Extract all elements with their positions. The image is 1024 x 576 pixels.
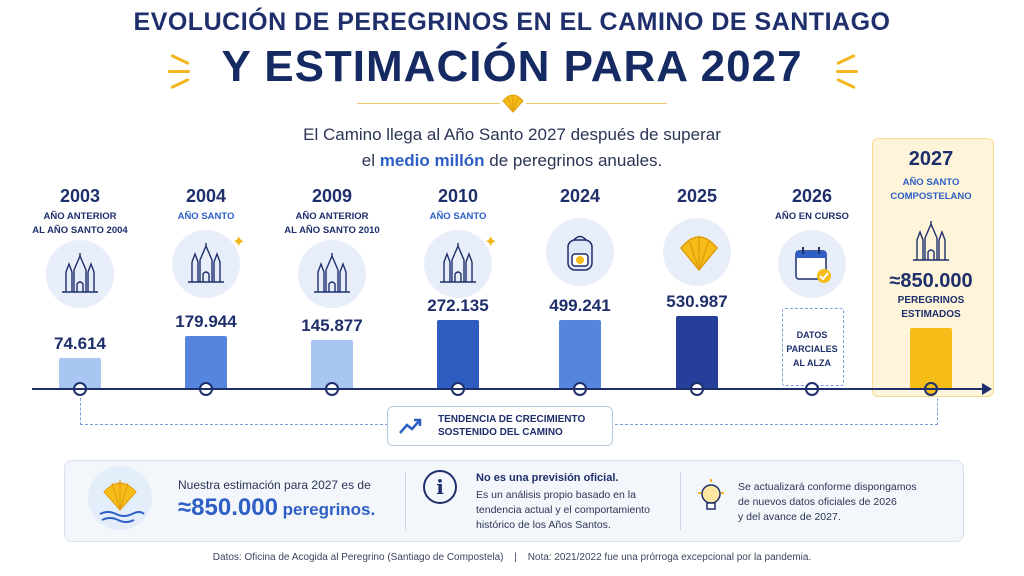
sparkle-icon: ✦ [484,234,498,251]
subtitle-line-2: el medio millón de peregrinos anuales. [361,151,663,170]
lightbulb-icon [696,478,726,523]
estimate-intro: Nuestra estimación para 2027 es de [178,478,371,492]
year-label: 2003 [59,186,101,206]
icon-circle [172,230,240,298]
trend-up-icon [399,418,422,434]
bar-2004 [185,336,227,388]
footer-note: Nota: 2021/2022 fue una prórroga excepci… [527,552,812,563]
trend-label: TENDENCIA DE CRECIMIENTO SOSTENIDO DEL C… [438,414,586,438]
icon-circle [424,230,492,298]
cathedral-icon [909,220,953,269]
bar-value-label: 74.614 [54,334,106,353]
icon-circle [897,208,965,276]
footer-source: Datos: Oficina de Acogida al Peregrino (… [212,552,504,563]
bar-value-label: 499.241 [549,296,611,315]
year-description: AÑO SANTO [429,211,487,222]
year-description: AÑO ANTERIOR AL AÑO SANTO 2010 [284,211,380,236]
divider-shell-icon [500,92,526,114]
bar-value-label: 145.877 [301,316,363,335]
timeline-arrow-icon [982,383,992,395]
title-line-1: EVOLUCIÓN DE PEREGRINOS EN EL CAMINO DE … [133,8,891,36]
sparkle-icon: ✦ [232,234,246,251]
bar-2010 [437,320,479,388]
subtitle-line-1: El Camino llega al Año Santo 2027 despué… [303,125,721,144]
year-description: AÑO EN CURSO [775,211,849,222]
year-label: 2010 [437,186,479,206]
year-label: 2025 [676,186,718,206]
bar-value-label: ≈850.000 [889,270,973,292]
year-label: 2024 [559,186,601,206]
calendar-check-icon [790,242,834,291]
bar-2025 [676,316,718,388]
icon-circle [546,218,614,286]
partial-data-note: DATOS PARCIALES AL ALZA [786,330,838,368]
bar-value-label: 272.135 [427,296,489,315]
cathedral-icon [184,242,228,291]
cathedral-icon [58,252,102,301]
trend-label-box [387,406,613,446]
year-description: AÑO SANTO COMPOSTELANO [890,177,972,202]
icon-circle [778,230,846,298]
year-description: AÑO SANTO [177,211,235,222]
info-box [64,460,964,542]
year-description: AÑO ANTERIOR AL AÑO SANTO 2004 [32,211,128,236]
icon-circle [46,240,114,308]
year-label: 2027 [908,148,954,170]
footer-separator: | [514,552,517,563]
info-separator-2 [680,472,681,530]
estimate-figure: ≈850.000 peregrinos. [178,494,376,521]
cathedral-icon [436,242,480,291]
cathedral-icon [310,252,354,301]
info-separator-1 [405,472,406,530]
footer: Datos: Oficina de Acogida al Peregrino (… [0,552,1024,563]
year-label: 2026 [791,186,833,206]
estimate-note: PEREGRINOS ESTIMADOS [897,295,965,320]
bar-value-label: 179.944 [175,312,237,331]
icon-circle [663,218,731,286]
notice-body: Es un análisis propio basado en la tende… [476,489,650,531]
shell-waves-icon [88,466,152,530]
bar-2009 [311,340,353,388]
notice-heading: No es una previsión oficial. [476,472,619,484]
title-line-2: Y ESTIMACIÓN PARA 2027 [221,42,803,91]
timeline-axis [32,388,986,390]
year-label: 2004 [185,186,227,206]
bar-value-label: 530.987 [666,292,728,311]
bar-2027 [910,328,952,388]
backpack-icon [558,230,602,279]
update-note: Se actualizará conforme dispongamos de n… [738,481,917,523]
subtitle-highlight: medio millón [379,151,485,170]
scallop-shell-icon [675,230,723,279]
info-icon: i [423,470,457,504]
subtitle: El Camino llega al Año Santo 2027 despué… [0,122,1024,174]
icon-circle [298,240,366,308]
bar-2024 [559,320,601,388]
year-label: 2009 [311,186,353,206]
